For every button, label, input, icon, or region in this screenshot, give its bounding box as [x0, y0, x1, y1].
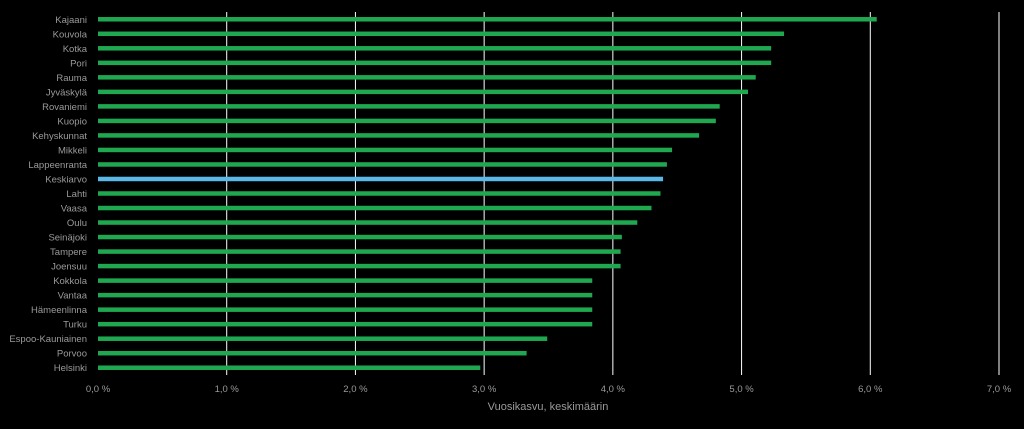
- bar: [98, 104, 720, 109]
- bar: [98, 249, 621, 254]
- category-labels: Kajaani Kouvola Kotka Pori Rauma Jyväskylä Rov…: [9, 15, 87, 374]
- bar: [98, 176, 664, 182]
- bar: [98, 365, 481, 370]
- bar: [98, 118, 716, 124]
- bar: [98, 205, 652, 211]
- category-label: Jyväskylä: [46, 87, 88, 98]
- category-label: Lahti: [66, 189, 87, 200]
- x-tick-label: 5,0 %: [729, 384, 754, 395]
- category-label: Espoo-Kauniainen: [9, 334, 87, 345]
- bars: [98, 17, 877, 370]
- category-label: Hämeenlinna: [31, 305, 88, 316]
- bar: [98, 278, 593, 283]
- bar: [98, 191, 661, 196]
- bar: [98, 75, 756, 80]
- category-label: Kuopio: [57, 116, 87, 127]
- bar: [98, 31, 785, 37]
- bar: [98, 307, 593, 312]
- category-label: Kouvola: [53, 29, 88, 40]
- category-label: Rovaniemi: [42, 102, 87, 113]
- x-tick-labels: 0,0 % 1,0 % 2,0 % 3,0 % 4,0 % 5,0 % 6,0 % 7,0 %: [86, 384, 1012, 395]
- x-axis-title: Vuosikasvu, keskimäärin: [488, 401, 609, 413]
- bar: [98, 46, 772, 51]
- bar: [98, 234, 622, 240]
- bar: [98, 350, 527, 356]
- category-label: Lappeenranta: [28, 160, 87, 171]
- bar: [98, 17, 877, 22]
- bar: [98, 133, 700, 138]
- bar: [98, 60, 772, 66]
- bar: [98, 147, 673, 153]
- category-label: Kotka: [63, 44, 88, 55]
- bar: [98, 162, 667, 167]
- category-label: Oulu: [67, 218, 87, 229]
- category-label: Rauma: [56, 73, 87, 84]
- x-tick-label: 3,0 %: [472, 384, 497, 395]
- x-tick-label: 7,0 %: [987, 384, 1012, 395]
- category-label: Kehyskunnat: [32, 131, 87, 142]
- bar: [98, 292, 593, 298]
- x-tick-label: 6,0 %: [858, 384, 883, 395]
- x-tick-label: 1,0 %: [215, 384, 240, 395]
- category-label: Vaasa: [61, 204, 88, 215]
- category-label: Helsinki: [54, 363, 87, 374]
- bar: [98, 336, 548, 341]
- x-tick-label: 4,0 %: [601, 384, 626, 395]
- x-tick-label: 0,0 %: [86, 384, 111, 395]
- category-label: Keskiarvo: [45, 174, 87, 185]
- category-label: Tampere: [50, 247, 87, 258]
- category-label: Joensuu: [51, 262, 87, 273]
- category-label: Turku: [63, 320, 87, 331]
- category-label: Seinäjoki: [48, 233, 87, 244]
- category-label: Pori: [70, 58, 87, 69]
- category-label: Kokkola: [53, 276, 88, 287]
- bar: [98, 89, 749, 95]
- category-label: Kajaani: [55, 15, 87, 26]
- x-tick-label: 2,0 %: [343, 384, 368, 395]
- bar: [98, 263, 621, 269]
- bar: [98, 321, 593, 327]
- bar: [98, 220, 638, 225]
- category-label: Porvoo: [57, 349, 87, 360]
- category-label: Mikkeli: [58, 145, 87, 156]
- category-label: Vantaa: [58, 291, 88, 302]
